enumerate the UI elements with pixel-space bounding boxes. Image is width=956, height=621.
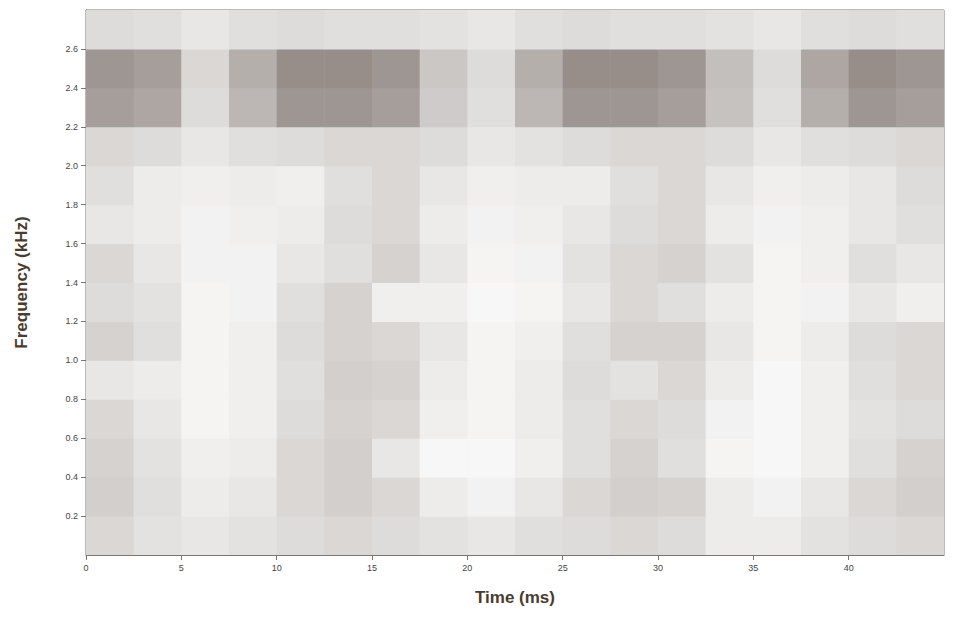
svg-text:35: 35: [748, 563, 758, 573]
svg-text:0.4: 0.4: [65, 472, 78, 482]
svg-text:Time (ms): Time (ms): [475, 588, 555, 607]
svg-text:2.0: 2.0: [65, 161, 78, 171]
svg-text:15: 15: [367, 563, 377, 573]
svg-text:Frequency (kHz): Frequency (kHz): [12, 216, 31, 348]
svg-text:1.0: 1.0: [65, 355, 78, 365]
svg-text:30: 30: [653, 563, 663, 573]
svg-text:1.2: 1.2: [65, 316, 78, 326]
svg-text:0.2: 0.2: [65, 511, 78, 521]
svg-text:0: 0: [83, 563, 88, 573]
svg-text:10: 10: [272, 563, 282, 573]
svg-text:1.4: 1.4: [65, 278, 78, 288]
svg-text:1.8: 1.8: [65, 200, 78, 210]
svg-text:5: 5: [179, 563, 184, 573]
svg-text:2.6: 2.6: [65, 44, 78, 54]
svg-text:40: 40: [844, 563, 854, 573]
svg-text:1.6: 1.6: [65, 239, 78, 249]
svg-text:0.6: 0.6: [65, 433, 78, 443]
svg-text:25: 25: [558, 563, 568, 573]
svg-text:0.8: 0.8: [65, 394, 78, 404]
svg-text:2.4: 2.4: [65, 83, 78, 93]
svg-text:20: 20: [462, 563, 472, 573]
svg-text:2.2: 2.2: [65, 122, 78, 132]
